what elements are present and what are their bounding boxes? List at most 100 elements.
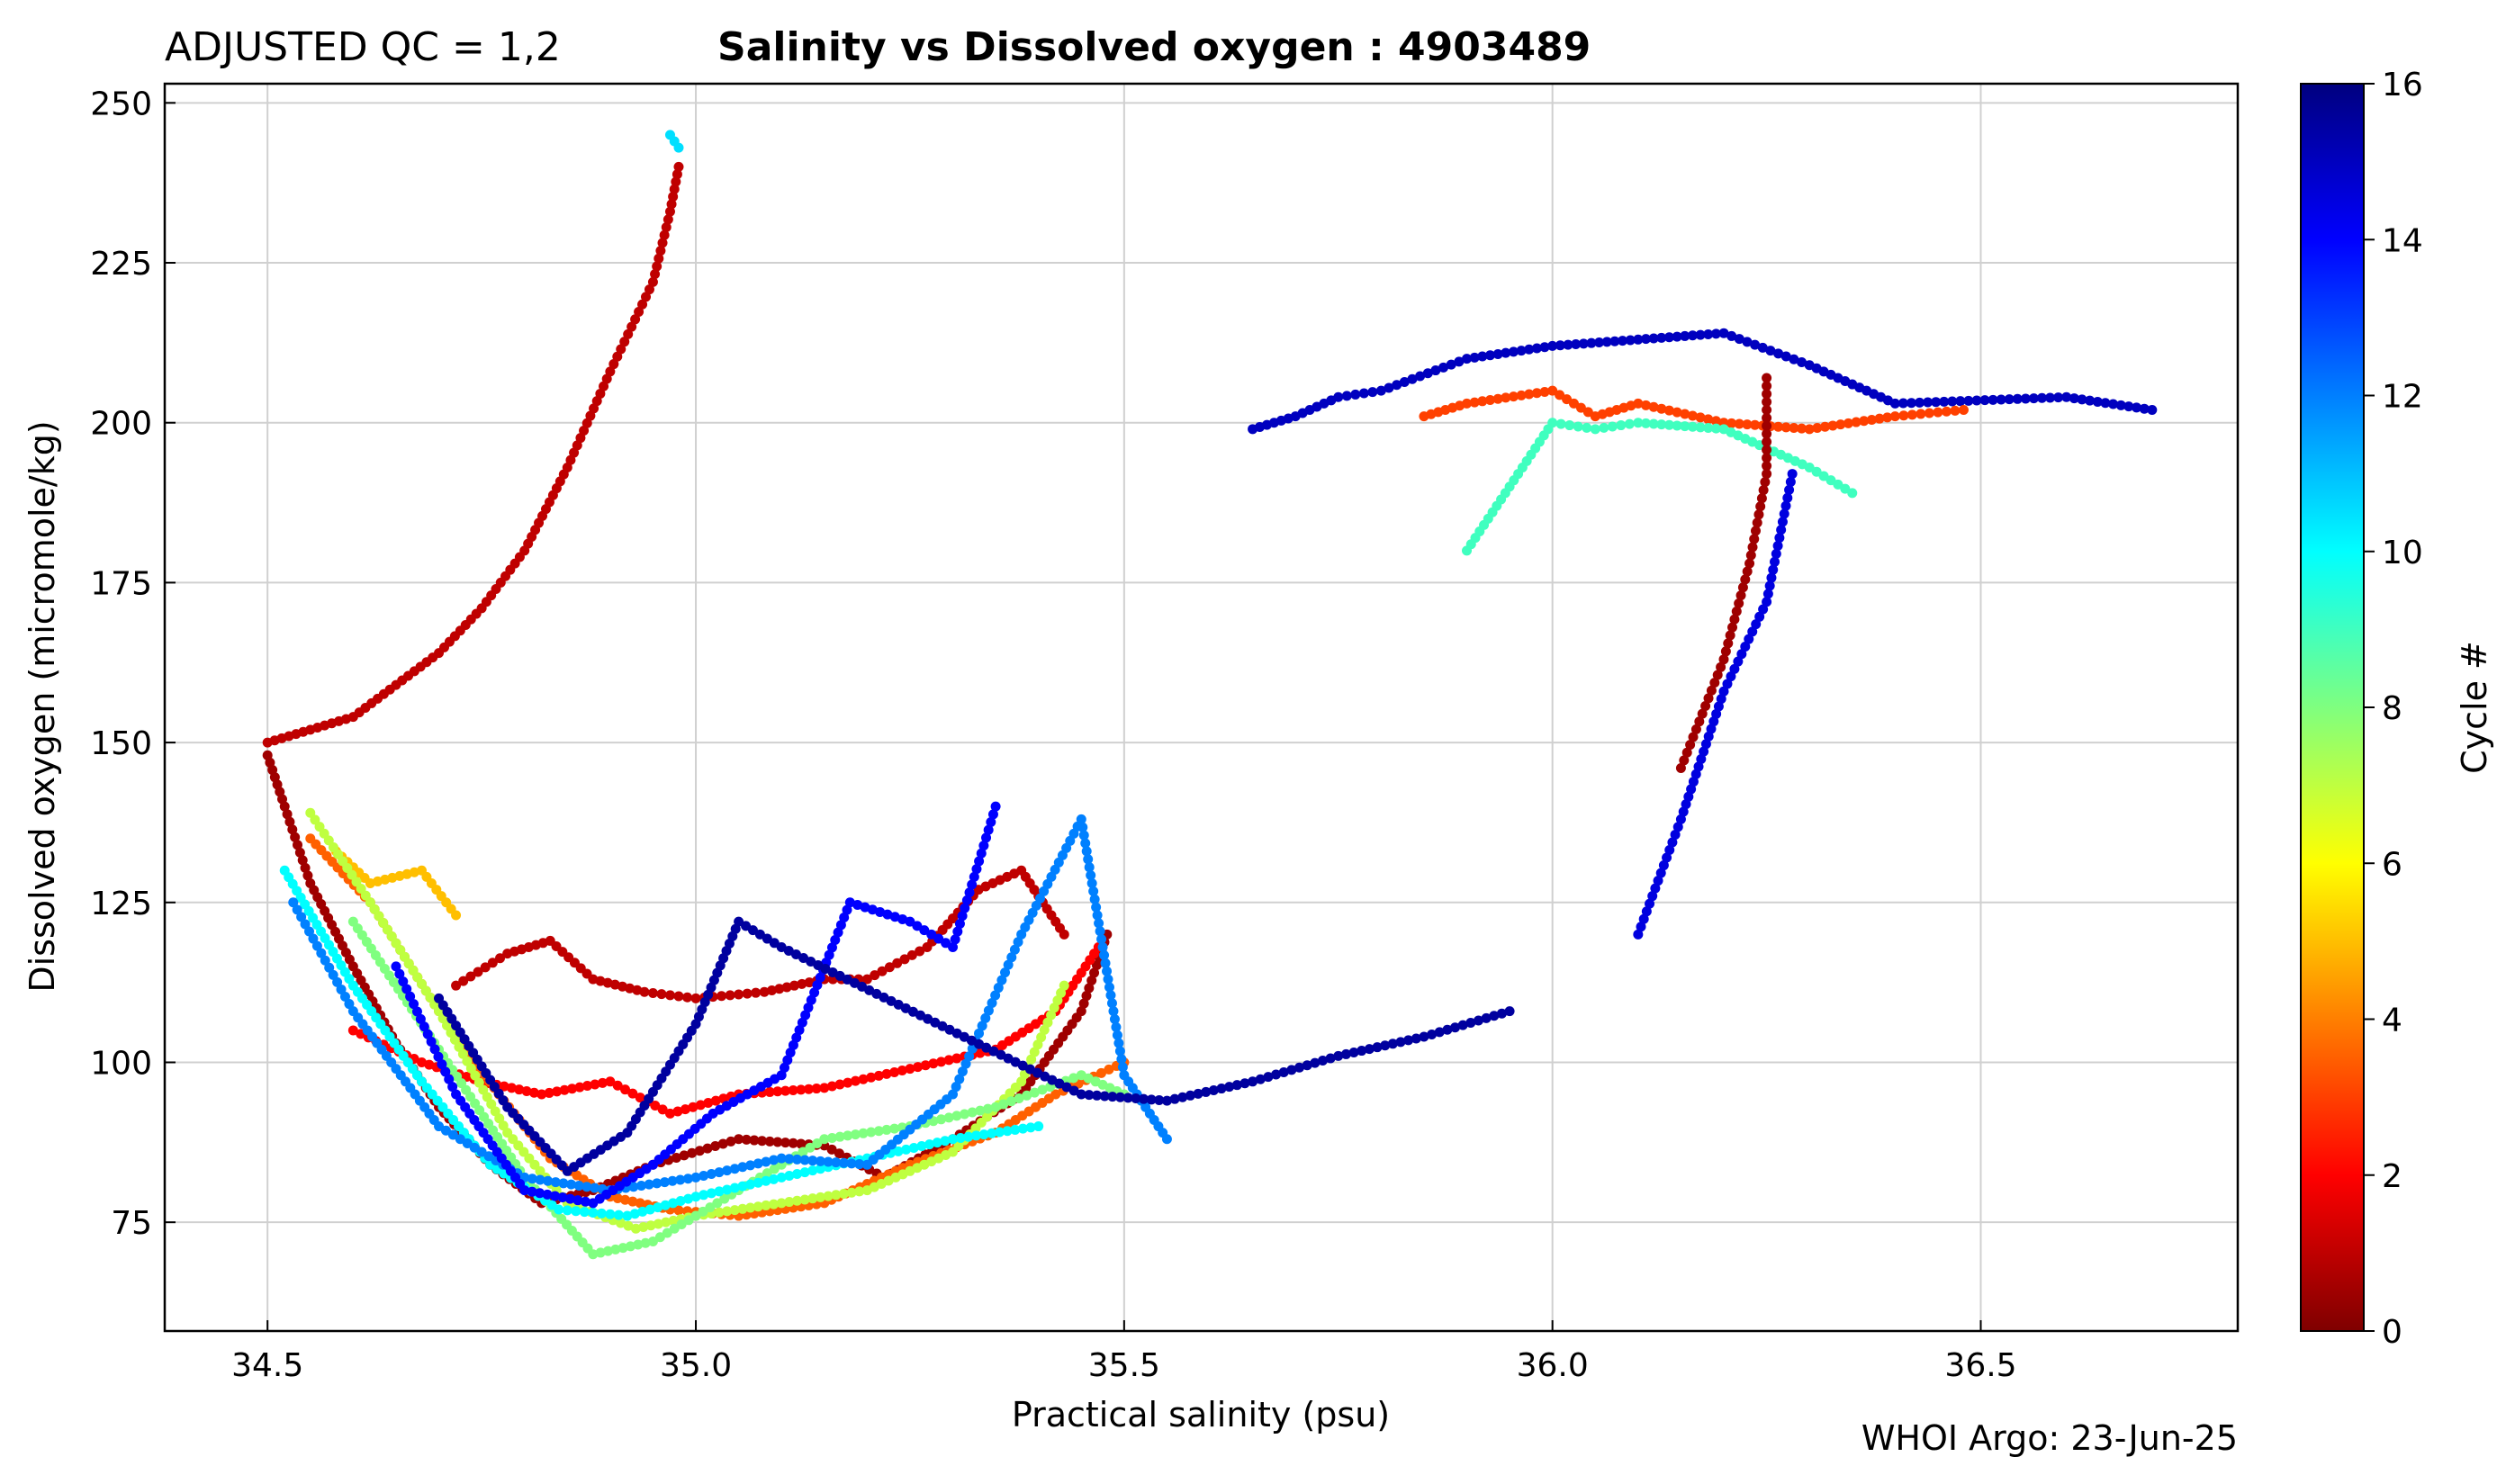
data-point xyxy=(1076,1089,1086,1100)
data-point xyxy=(1703,731,1714,742)
data-point xyxy=(1255,1074,1266,1084)
data-point xyxy=(2085,395,2096,406)
data-point xyxy=(654,1232,665,1243)
data-point xyxy=(722,1184,733,1195)
data-point xyxy=(745,1202,756,1213)
data-point xyxy=(1032,1067,1043,1078)
data-point xyxy=(864,985,875,995)
data-point xyxy=(741,1134,752,1145)
data-point xyxy=(1271,1069,1282,1080)
data-point xyxy=(978,1129,989,1140)
data-point xyxy=(900,1003,911,1013)
data-point xyxy=(737,1203,748,1214)
data-point xyxy=(612,351,623,362)
data-point xyxy=(844,897,855,908)
data-point xyxy=(1688,777,1699,787)
data-point xyxy=(1787,469,1798,480)
data-point xyxy=(1609,336,1620,346)
data-point xyxy=(1100,958,1111,968)
data-point xyxy=(635,1093,645,1103)
data-point xyxy=(629,1209,640,1219)
data-point xyxy=(1601,337,1612,347)
data-point xyxy=(974,1028,985,1039)
data-point xyxy=(287,824,298,835)
data-point xyxy=(1762,453,1772,463)
data-point xyxy=(401,984,412,994)
data-point xyxy=(981,1042,992,1053)
data-point xyxy=(1663,419,1674,430)
data-point xyxy=(1081,846,1092,857)
data-point xyxy=(1804,424,1815,435)
data-point xyxy=(300,862,311,873)
data-point xyxy=(1380,1040,1391,1051)
data-point xyxy=(1026,1054,1037,1065)
data-point xyxy=(1688,732,1699,742)
data-point xyxy=(683,1193,694,1204)
data-point xyxy=(714,1186,725,1197)
data-point xyxy=(1780,422,1791,433)
colorbar-tick-label: 6 xyxy=(2382,846,2402,883)
data-point xyxy=(398,976,409,987)
data-point xyxy=(783,946,794,957)
data-point xyxy=(465,971,476,982)
colorbar-ticks: 0 2 4 6 8 10 12 14 16 xyxy=(2364,67,2423,1351)
data-point xyxy=(1294,1062,1305,1073)
data-point xyxy=(1700,739,1711,750)
data-point xyxy=(1898,410,1909,421)
data-point xyxy=(1947,396,1958,407)
data-point xyxy=(1056,987,1067,998)
data-point xyxy=(879,992,889,1003)
data-point xyxy=(882,909,893,920)
data-point xyxy=(815,972,825,983)
data-point xyxy=(1450,1022,1461,1033)
data-point xyxy=(1415,371,1426,382)
data-point xyxy=(1889,398,1900,409)
data-point xyxy=(998,1099,1009,1110)
data-point xyxy=(290,832,301,842)
data-point xyxy=(1504,1006,1515,1017)
data-point xyxy=(800,1010,811,1021)
data-point xyxy=(811,1084,822,1094)
data-point xyxy=(834,1131,845,1142)
data-point xyxy=(833,927,843,938)
data-point xyxy=(1648,333,1659,344)
data-point xyxy=(769,1164,780,1174)
data-point xyxy=(1599,422,1609,433)
data-point xyxy=(1694,716,1705,727)
data-point xyxy=(1115,1092,1126,1102)
data-point xyxy=(827,967,838,977)
data-point xyxy=(1726,330,1737,341)
data-point xyxy=(741,921,752,931)
data-point xyxy=(1749,534,1760,544)
data-point xyxy=(1996,394,2006,405)
data-point xyxy=(527,1174,537,1184)
data-point xyxy=(616,344,626,355)
data-point xyxy=(892,958,903,968)
data-point xyxy=(1889,411,1900,422)
data-point xyxy=(745,1160,756,1171)
data-point xyxy=(1341,391,1352,401)
data-point xyxy=(506,1083,517,1093)
data-point xyxy=(1785,476,1796,487)
data-point xyxy=(572,1195,583,1206)
data-point xyxy=(919,925,930,936)
data-point xyxy=(288,897,299,908)
y-tick-label: 75 xyxy=(111,1205,152,1242)
data-point xyxy=(913,1062,924,1073)
y-tick-label: 125 xyxy=(90,886,152,922)
data-point xyxy=(1866,414,1877,425)
data-point xyxy=(1653,876,1663,886)
data-point xyxy=(1092,1090,1103,1101)
data-point xyxy=(1687,421,1698,432)
data-point xyxy=(1392,380,1402,391)
data-point xyxy=(1958,404,1969,415)
data-point xyxy=(966,1035,977,1046)
data-point xyxy=(831,1157,842,1168)
data-point xyxy=(907,1006,918,1017)
data-point xyxy=(784,1170,795,1181)
data-point xyxy=(1040,1071,1050,1082)
colorbar xyxy=(2300,83,2365,1332)
data-point xyxy=(725,990,735,1001)
data-point xyxy=(957,1066,968,1077)
data-point xyxy=(638,1222,649,1232)
